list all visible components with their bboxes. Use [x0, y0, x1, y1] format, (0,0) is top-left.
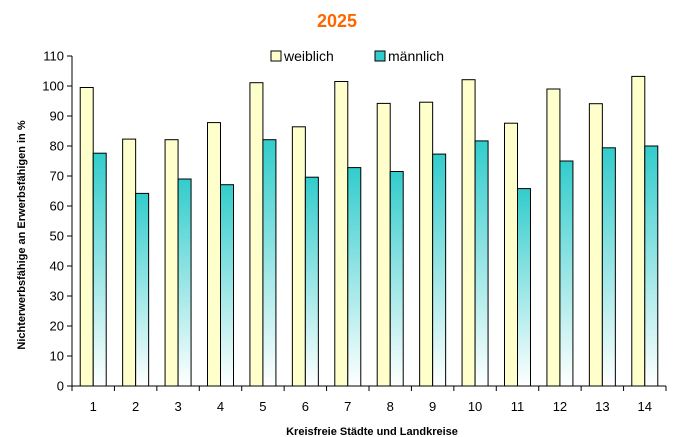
bar-maennlich [644, 145, 659, 387]
y-tick-label: 50 [50, 229, 64, 244]
bar-maennlich [474, 140, 489, 387]
y-tick-label: 0 [57, 379, 64, 394]
x-tick-label: 3 [174, 399, 181, 414]
bar-weiblich [207, 122, 221, 387]
x-tick-label: 12 [553, 399, 567, 414]
bar-maennlich [347, 167, 362, 387]
bar-weiblich [419, 101, 434, 387]
x-tick-label: 1 [90, 399, 97, 414]
y-tick-label: 30 [50, 289, 64, 304]
bar-weiblich [79, 87, 94, 387]
bar-weiblich [291, 126, 306, 387]
bar-maennlich [262, 139, 277, 387]
bar-weiblich [249, 82, 264, 387]
bar-weiblich [164, 139, 179, 387]
bar-maennlich [135, 192, 150, 387]
bar-maennlich [432, 153, 447, 387]
bar-weiblich [376, 102, 391, 387]
x-tick-label: 5 [259, 399, 266, 414]
bar-weiblich [334, 81, 349, 387]
x-tick-label: 6 [302, 399, 309, 414]
bar-weiblich [588, 103, 603, 387]
y-tick-label: 110 [43, 49, 64, 64]
bar-weiblich [546, 88, 561, 387]
legend-label-weiblich: weiblich [283, 48, 334, 64]
x-tick-label: 4 [217, 399, 224, 414]
bar-weiblich [461, 79, 476, 387]
x-tick-label: 8 [387, 399, 394, 414]
bar-maennlich [220, 184, 234, 387]
bar-maennlich [92, 152, 107, 387]
y-tick-label: 70 [50, 169, 64, 184]
bar-maennlich [517, 188, 531, 387]
y-tick-label: 10 [50, 349, 64, 364]
bar-maennlich [601, 147, 616, 387]
y-axis-title: Nichterwerbsfähige an Erwerbsfähigen in … [16, 120, 28, 349]
x-tick-label: 9 [429, 399, 436, 414]
y-tick-label: 40 [50, 259, 64, 274]
bar-maennlich [559, 160, 574, 387]
bar-weiblich [631, 75, 646, 387]
chart-title: 2025 [317, 11, 357, 31]
y-tick-label: 80 [50, 139, 64, 154]
bar-maennlich [304, 176, 319, 387]
legend-swatch-weiblich [270, 50, 282, 62]
y-tick-label: 20 [50, 319, 64, 334]
bar-maennlich [389, 171, 404, 387]
x-tick-label: 13 [595, 399, 609, 414]
legend: weiblich männlich [270, 48, 444, 64]
legend-swatch-maennlich [374, 50, 386, 62]
x-axis-title: Kreisfreie Städte und Landkreise [286, 426, 458, 437]
bar-weiblich [122, 138, 137, 387]
x-tick-label: 2 [132, 399, 139, 414]
legend-label-maennlich: männlich [388, 48, 444, 64]
x-tick-label: 14 [638, 399, 652, 414]
x-tick-label: 11 [511, 399, 525, 414]
bar-maennlich [177, 178, 192, 387]
x-tick-label: 10 [468, 399, 482, 414]
bar-weiblich [504, 122, 518, 387]
y-tick-label: 100 [42, 79, 64, 94]
y-tick-label: 90 [50, 109, 64, 124]
y-tick-label: 60 [50, 199, 64, 214]
x-tick-label: 7 [344, 399, 351, 414]
